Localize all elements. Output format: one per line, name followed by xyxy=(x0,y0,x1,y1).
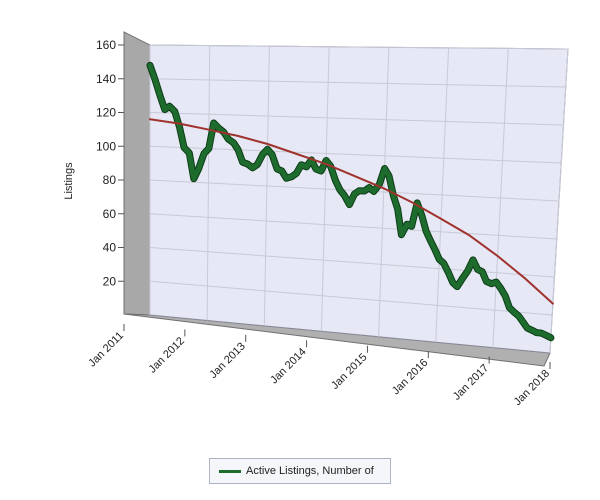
y-tick-label: 120 xyxy=(96,106,116,120)
chart-left-wall xyxy=(123,31,151,316)
x-tick-label: Jan 2017 xyxy=(451,362,491,402)
gridline-vertical xyxy=(435,47,450,343)
x-tick-label: Jan 2014 xyxy=(268,346,308,386)
gridline-horizontal xyxy=(149,78,566,88)
x-tick-label: Jan 2016 xyxy=(390,357,430,397)
chart-back-wall xyxy=(149,44,569,354)
y-tick-label: 80 xyxy=(103,173,117,187)
y-axis-title: Listings xyxy=(63,162,75,200)
trend-line xyxy=(149,118,554,305)
legend-swatch xyxy=(219,469,241,473)
gridline-vertical xyxy=(378,47,390,337)
x-tick-label: Jan 2013 xyxy=(207,340,247,380)
gridline-horizontal xyxy=(149,247,555,278)
gridline-vertical xyxy=(549,48,569,354)
chart-legend: Active Listings, Number of xyxy=(209,458,391,484)
x-tick-label: Jan 2015 xyxy=(329,351,369,391)
gridline-horizontal xyxy=(149,213,557,240)
x-tick-label: Jan 2018 xyxy=(512,368,552,408)
x-tick-label: Jan 2011 xyxy=(86,330,126,370)
y-tick-label: 140 xyxy=(96,72,116,86)
gridline-horizontal xyxy=(149,44,569,50)
gridline-horizontal xyxy=(149,145,562,164)
x-tick-label: Jan 2012 xyxy=(146,335,186,375)
y-tick-label: 40 xyxy=(103,241,117,255)
y-tick-label: 160 xyxy=(96,38,116,52)
series-line-active-listings xyxy=(147,62,554,341)
gridline-horizontal xyxy=(149,112,564,126)
gridline-vertical xyxy=(320,46,330,332)
series-lines xyxy=(146,61,555,342)
gridline-horizontal xyxy=(149,280,553,316)
gridline-vertical xyxy=(263,46,270,326)
y-tick-label: 60 xyxy=(103,207,117,221)
y-tick-label: 100 xyxy=(96,139,116,153)
gridline-vertical xyxy=(206,45,211,321)
gridline-vertical xyxy=(492,48,509,348)
y-tick-label: 20 xyxy=(103,274,117,288)
y-axis-ticks: 20 40 60 80 100 120 140 160 xyxy=(96,38,124,288)
legend-label: Active Listings, Number of xyxy=(246,465,374,477)
